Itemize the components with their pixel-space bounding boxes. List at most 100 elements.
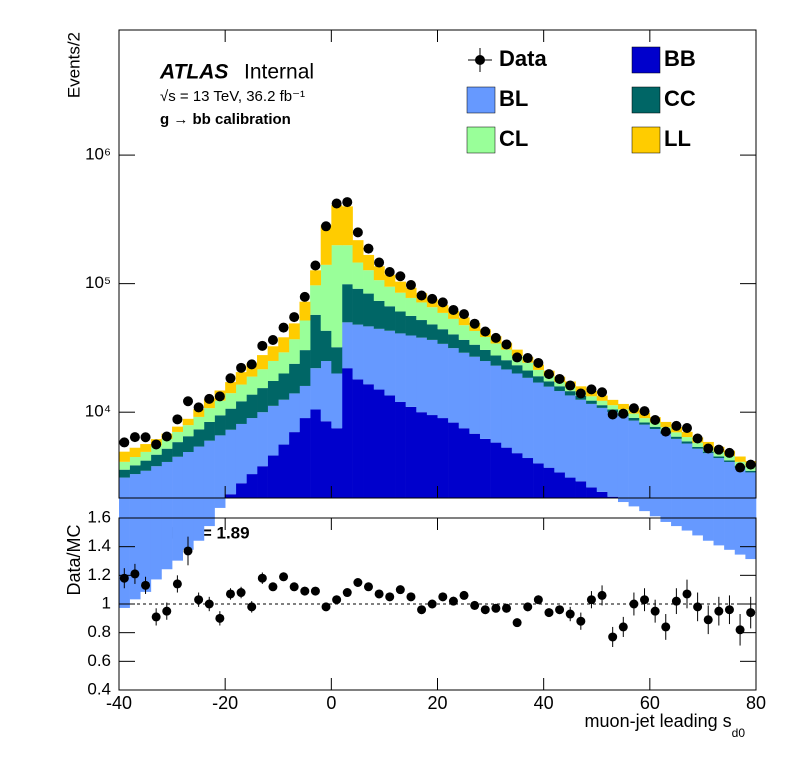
stack-bar [278, 373, 290, 400]
stack-bar [119, 461, 130, 470]
stack-bar [469, 433, 481, 498]
stack-bar [299, 301, 311, 321]
stack-bar [150, 454, 162, 467]
stack-bar [341, 245, 353, 285]
stack-bar [437, 312, 449, 330]
stack-bar [257, 355, 268, 370]
ratio-point [459, 590, 469, 600]
data-point [522, 353, 533, 364]
stack-bar [363, 384, 375, 498]
x-tick-label: -40 [106, 693, 132, 713]
stack-bar [724, 456, 736, 461]
data-point [321, 221, 332, 232]
ratio-point [427, 599, 437, 609]
data-point [374, 257, 385, 268]
stack-bar [395, 281, 406, 293]
data-point [448, 304, 459, 315]
stack-bar [203, 440, 215, 527]
stack-bar [331, 347, 343, 374]
data-point [703, 443, 714, 454]
stack-bar [278, 444, 290, 498]
stack-bar [395, 292, 406, 312]
stack-bar [278, 337, 290, 353]
ratio-point [714, 606, 724, 616]
stack-bar [405, 335, 417, 407]
stack-bar [607, 496, 619, 498]
ratio-point [746, 608, 756, 618]
stack-bar [734, 467, 746, 555]
stack-bar [416, 412, 428, 498]
stack-bar [607, 405, 619, 410]
stack-bar [384, 395, 396, 498]
stack-bar [671, 432, 682, 437]
stack-bar [458, 339, 470, 353]
stack-bar [522, 362, 534, 371]
stack-bar [639, 424, 651, 512]
y-tick-label: 1 [102, 593, 111, 612]
stack-bar [225, 382, 237, 394]
stack-bar [310, 368, 322, 410]
data-point [363, 243, 374, 254]
stack-bar [257, 412, 268, 467]
stack-bar [511, 373, 523, 454]
stack-bar [713, 458, 725, 546]
data-point [384, 266, 395, 277]
data-point [459, 309, 470, 320]
x-tick-label: 20 [427, 693, 447, 713]
stack-bar [692, 448, 704, 536]
legend-label: CL [499, 126, 528, 151]
stack-bar [426, 307, 438, 325]
stack-bar [193, 429, 205, 447]
x-tick-label: 60 [640, 693, 660, 713]
stack-bar [225, 494, 237, 498]
ratio-y-axis-label: Data/MC [64, 524, 84, 595]
stack-bar [182, 418, 194, 426]
stack-bar [214, 435, 226, 508]
stack-bar [586, 487, 598, 498]
stack-bar [617, 416, 629, 503]
stack-bar [395, 311, 406, 334]
stack-bar [724, 461, 736, 550]
data-point [480, 326, 491, 337]
status-label: Internal [244, 61, 314, 84]
stack-bar [469, 356, 481, 434]
stack-bar [384, 286, 396, 307]
ratio-point [279, 572, 289, 582]
ratio-point [225, 589, 235, 599]
data-point [342, 197, 353, 208]
stack-bar [129, 447, 141, 458]
stack-bar [586, 403, 598, 488]
legend-swatch [631, 126, 661, 154]
data-point [575, 388, 586, 399]
stack-bar [225, 393, 237, 409]
stack-bar [596, 491, 608, 498]
stack-bar [193, 416, 205, 430]
stack-bar [214, 400, 226, 416]
data-point [289, 312, 300, 323]
stack-bar [310, 314, 322, 369]
stack-bar [458, 325, 470, 340]
ratio-point [321, 602, 331, 612]
stack-bar [533, 382, 544, 464]
ratio-point [703, 615, 713, 625]
data-point [639, 406, 650, 417]
ratio-point [586, 595, 596, 605]
legend-swatch [631, 86, 661, 114]
stack-bar [310, 409, 322, 498]
stack-bar [341, 322, 353, 369]
stack-bar [681, 431, 693, 438]
x-axis-label: muon-jet leading sd0 [585, 711, 746, 740]
ratio-point [480, 605, 490, 615]
data-point [713, 444, 724, 455]
stack-bar [129, 465, 141, 475]
stack-bar [140, 444, 152, 452]
legend-label: BB [664, 46, 696, 71]
ratio-point [650, 606, 660, 616]
data-point [257, 340, 268, 351]
stack-bar [310, 285, 322, 315]
legend-swatch [475, 55, 485, 65]
data-point [469, 318, 480, 329]
data-point [405, 280, 416, 291]
stack-bar [352, 240, 364, 263]
legend-label: BL [499, 86, 528, 111]
